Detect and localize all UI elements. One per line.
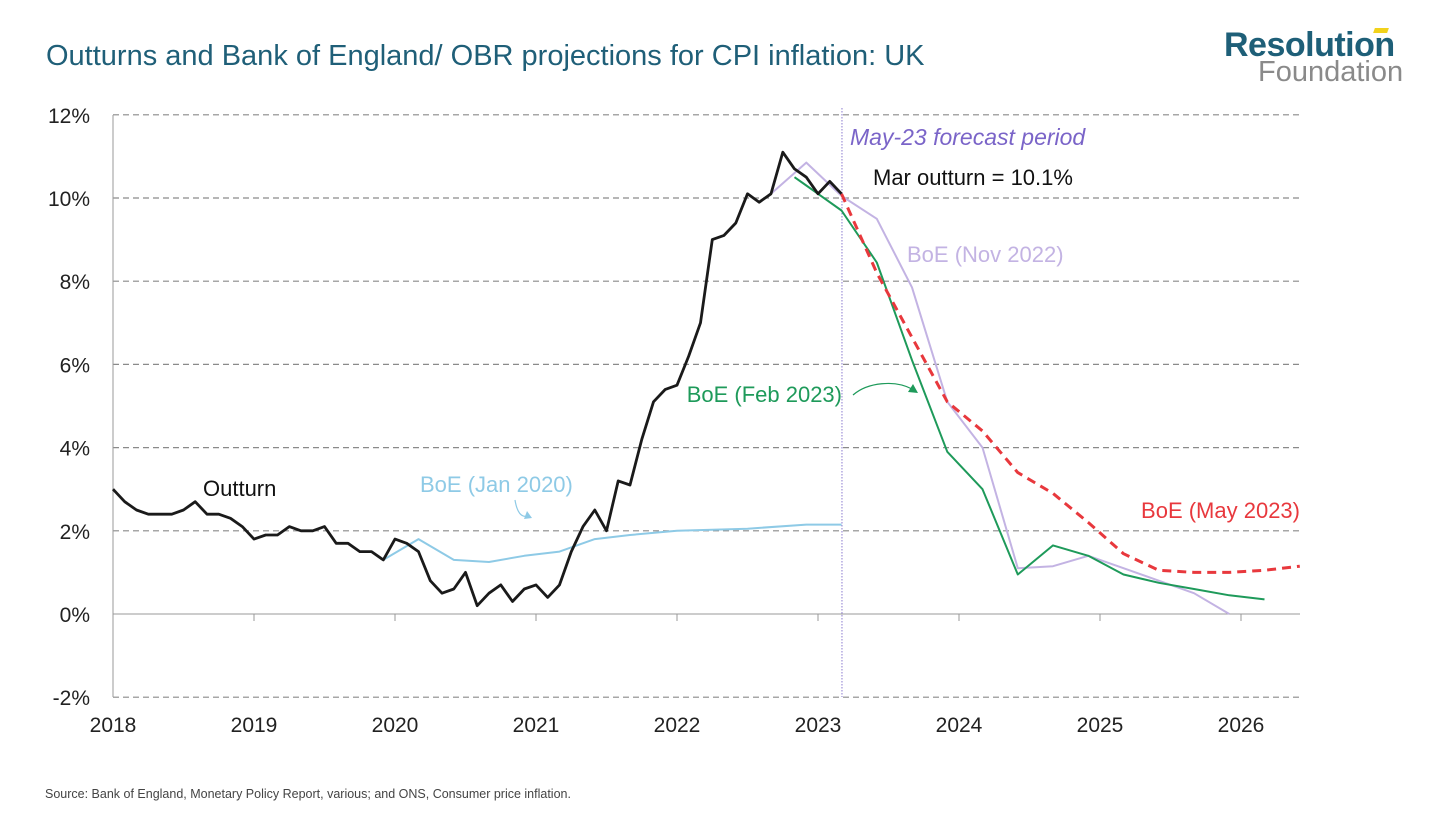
x-tick-label: 2019: [231, 714, 278, 737]
x-tick-label: 2024: [936, 714, 983, 737]
resolution-foundation-logo: Resolution Foundation: [1222, 26, 1422, 91]
x-tick-label: 2020: [372, 714, 419, 737]
series-label: BoE (Feb 2023): [687, 382, 842, 407]
y-tick-label: 12%: [48, 105, 90, 128]
source-note: Source: Bank of England, Monetary Policy…: [45, 787, 571, 801]
x-tick-label: 2025: [1077, 714, 1124, 737]
series-line-boe-jan-2020: [382, 523, 842, 563]
y-tick-label: 10%: [48, 188, 90, 211]
series-label: Outturn: [203, 476, 276, 501]
x-tick-label: 2022: [654, 714, 701, 737]
feb-2023-arrow: [852, 382, 913, 396]
series-label: BoE (Nov 2022): [907, 242, 1064, 267]
series-label: BoE (May 2023): [1141, 498, 1300, 523]
series-line-boe-nov-2022: [770, 161, 1230, 615]
logo-line2: Foundation: [1258, 56, 1404, 88]
series-lines: [111, 150, 1300, 615]
jan-2020-arrowhead: [524, 511, 532, 519]
y-tick-label: 0%: [60, 604, 90, 627]
feb-2023-arrowhead: [908, 384, 918, 393]
forecast-period-label: May-23 forecast period: [850, 124, 1086, 150]
mar-outturn-annotation: Mar outturn = 10.1%: [873, 165, 1073, 190]
x-tick-label: 2026: [1218, 714, 1265, 737]
y-tick-label: 4%: [60, 438, 90, 461]
y-tick-label: 2%: [60, 521, 90, 544]
x-tick-label: 2021: [513, 714, 560, 737]
y-tick-label: 8%: [60, 271, 90, 294]
series-labels: Outturn BoE (Jan 2020) BoE (Nov 2022) BoE (…: [203, 242, 1300, 523]
y-tick-label: -2%: [53, 687, 90, 710]
series-line-boe-feb-2023: [793, 176, 1265, 601]
x-tick-label: 2018: [90, 714, 137, 737]
axes: -2% 0% 2% 4% 6% 8% 10% 12% 2018 2019 2020 2021 2022 2…: [48, 105, 1300, 737]
series-line-outturn: [111, 150, 843, 608]
x-tick-label: 2023: [795, 714, 842, 737]
logo-line1: Resolution: [1224, 26, 1395, 64]
y-tick-label: 6%: [60, 354, 90, 377]
series-line-boe-may-2023: [840, 193, 1300, 574]
chart-title: Outturns and Bank of England/ OBR projec…: [46, 40, 925, 72]
series-label: BoE (Jan 2020): [420, 472, 573, 497]
